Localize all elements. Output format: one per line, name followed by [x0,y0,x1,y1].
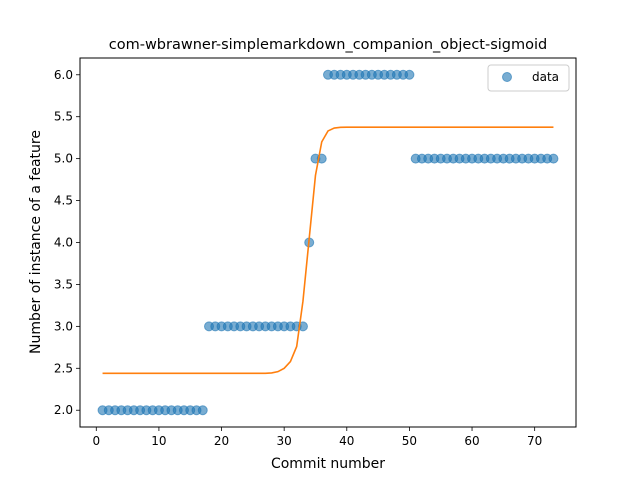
y-axis: 2.0 2.5 3.0 3.5 4.0 4.5 5.0 5.5 6.0 [54,68,80,417]
y-tick-label: 4.0 [54,236,73,250]
y-tick-label: 5.0 [54,152,73,166]
plot-area [97,69,559,416]
data-point [548,153,559,164]
x-tick-label: 0 [92,434,100,448]
data-point [404,69,415,80]
y-tick-label: 2.0 [54,403,73,417]
plot-frame [79,57,577,428]
data-point [297,321,308,332]
fit-line [102,126,554,375]
x-tick-label: 20 [214,434,229,448]
x-axis-label: Commit number [271,456,385,472]
y-tick-label: 6.0 [54,68,73,82]
y-axis-label: Number of instance of a feature [28,130,44,354]
y-tick-label: 3.5 [54,277,73,291]
y-tick-label: 2.5 [54,361,73,375]
x-tick-label: 30 [277,434,292,448]
y-tick-label: 3.0 [54,319,73,333]
x-tick-label: 10 [151,434,166,448]
x-tick-label: 70 [527,434,542,448]
x-tick-label: 60 [464,434,479,448]
data-point [197,405,208,416]
legend-box [487,64,570,92]
y-tick-label: 4.5 [54,194,73,208]
x-tick-label: 50 [402,434,417,448]
series-layer [97,69,559,416]
y-tick-label: 5.5 [54,110,73,124]
x-axis: 0 10 20 30 40 50 60 70 [92,427,542,448]
legend: data [487,64,570,92]
legend-label-data: data [532,70,559,84]
x-tick-label: 40 [339,434,354,448]
legend-marker-data [502,72,512,82]
chart-title: com-wbrawner-simplemarkdown_companion_ob… [109,37,547,53]
